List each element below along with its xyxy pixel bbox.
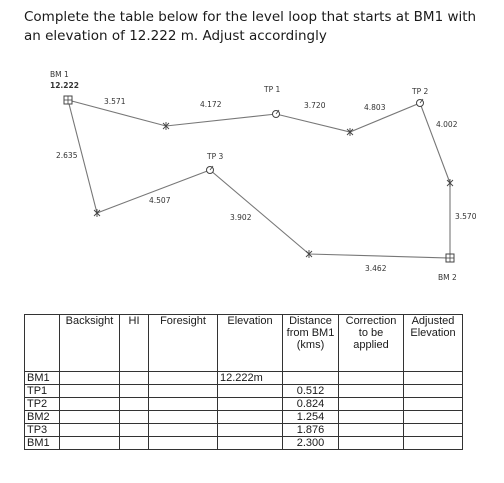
distance-cell: 1.254: [282, 410, 339, 424]
station-cell: BM1: [24, 371, 60, 385]
adjusted-elevation-cell: [403, 371, 463, 385]
reading-label: 4.002: [436, 120, 458, 129]
backsight-cell: [59, 423, 120, 437]
adjusted-elevation-cell: [403, 410, 463, 424]
tp2-label: TP 2: [411, 87, 428, 96]
distance-cell: 1.876: [282, 423, 339, 437]
question-text: Complete the table below for the level l…: [24, 9, 477, 44]
reading-label: 4.803: [364, 103, 386, 112]
header-distance: Distance from BM1 (kms): [282, 314, 339, 372]
correction-cell: [338, 436, 404, 450]
level-loop-diagram: BM 1 12.222 TP 1 TP 2 TP 3 BM 2 3.571 4.…: [50, 70, 477, 282]
station-cell: TP3: [24, 423, 60, 437]
tp1-point-icon: [272, 109, 280, 118]
elevation-cell: [217, 423, 283, 437]
backsight-cell: [59, 397, 120, 411]
reading-label: 3.570: [455, 212, 477, 221]
elevation-cell: [217, 384, 283, 398]
elevation-cell: [217, 436, 283, 450]
reading-label: 2.635: [56, 151, 78, 160]
bm1-elevation-label: 12.222: [50, 81, 79, 90]
elevation-cell: [217, 397, 283, 411]
header-correction: Correction to be applied: [338, 314, 404, 372]
reading-label: 3.720: [304, 101, 326, 110]
tp1-label: TP 1: [263, 85, 280, 94]
header-backsight: Backsight: [59, 314, 120, 372]
adjusted-elevation-cell: [403, 384, 463, 398]
foresight-cell: [148, 371, 218, 385]
correction-cell: [338, 423, 404, 437]
reading-label: 4.172: [200, 100, 222, 109]
table-row: BM1 12.222m: [24, 371, 463, 385]
station-cell: TP2: [24, 397, 60, 411]
hi-cell: [119, 371, 149, 385]
hi-cell: [119, 436, 149, 450]
foresight-cell: [148, 384, 218, 398]
bm2-label: BM 2: [438, 273, 457, 282]
backsight-cell: [59, 436, 120, 450]
foresight-cell: [148, 397, 218, 411]
header-hi: HI: [119, 314, 149, 372]
header-station: [24, 314, 60, 372]
station-cell: BM1: [24, 436, 60, 450]
station-cell: TP1: [24, 384, 60, 398]
header-foresight: Foresight: [148, 314, 218, 372]
reading-label: 3.571: [104, 97, 126, 106]
instrument-station-icon: [446, 179, 454, 187]
table-header-row: Backsight HI Foresight Elevation Distanc…: [24, 314, 463, 372]
reading-label: 4.507: [149, 196, 171, 205]
instrument-station-icon: [305, 250, 313, 258]
bm2-benchmark-icon: [445, 253, 455, 263]
correction-cell: [338, 397, 404, 411]
foresight-cell: [148, 410, 218, 424]
foresight-cell: [148, 436, 218, 450]
hi-cell: [119, 397, 149, 411]
elevation-cell: 12.222m: [217, 371, 283, 385]
adjusted-elevation-cell: [403, 436, 463, 450]
table-row: BM1 2.300: [24, 436, 463, 450]
distance-cell: 0.512: [282, 384, 339, 398]
bm1-label: BM 1: [50, 70, 69, 79]
table-row: TP3 1.876: [24, 423, 463, 437]
bm1-benchmark-icon: [63, 95, 73, 105]
correction-cell: [338, 384, 404, 398]
level-loop-path: [67, 99, 451, 259]
instrument-station-icon: [162, 122, 170, 130]
foresight-cell: [148, 423, 218, 437]
adjusted-elevation-cell: [403, 397, 463, 411]
hi-cell: [119, 423, 149, 437]
header-elevation: Elevation: [217, 314, 283, 372]
adjusted-elevation-cell: [403, 423, 463, 437]
reading-label: 3.462: [365, 264, 387, 273]
distance-cell: [282, 371, 339, 385]
reading-label: 3.902: [230, 213, 252, 222]
backsight-cell: [59, 410, 120, 424]
backsight-cell: [59, 371, 120, 385]
station-cell: BM2: [24, 410, 60, 424]
elevation-cell: [217, 410, 283, 424]
table-row: BM2 1.254: [24, 410, 463, 424]
table-row: TP1 0.512: [24, 384, 463, 398]
backsight-cell: [59, 384, 120, 398]
correction-cell: [338, 410, 404, 424]
hi-cell: [119, 384, 149, 398]
instrument-station-icon: [93, 209, 101, 217]
header-adjusted-elevation: Adjusted Elevation: [403, 314, 463, 372]
tp3-label: TP 3: [206, 152, 223, 161]
hi-cell: [119, 410, 149, 424]
table-row: TP2 0.824: [24, 397, 463, 411]
distance-cell: 2.300: [282, 436, 339, 450]
instrument-station-icon: [346, 128, 354, 136]
tp2-point-icon: [416, 98, 424, 107]
distance-cell: 0.824: [282, 397, 339, 411]
level-book-table: Backsight HI Foresight Elevation Distanc…: [24, 314, 463, 450]
tp3-point-icon: [206, 165, 214, 174]
correction-cell: [338, 371, 404, 385]
